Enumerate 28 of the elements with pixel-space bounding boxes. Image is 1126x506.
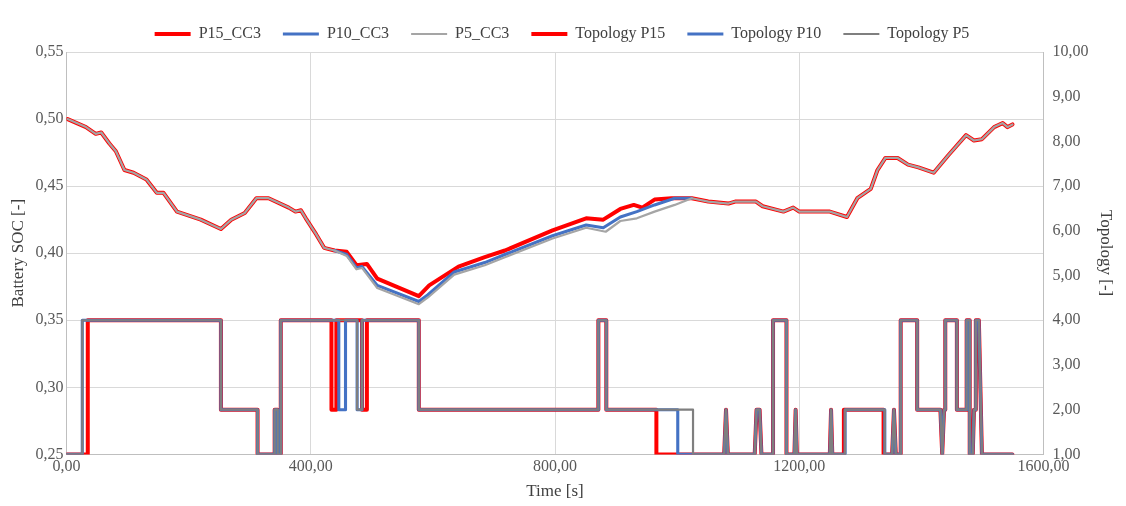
x-tick-label: 400,00 — [288, 457, 333, 475]
y-tick-label: 0,50 — [35, 109, 64, 127]
x-tick-label: 800,00 — [533, 457, 577, 475]
y2-tick-label: 10,00 — [1052, 42, 1089, 60]
y2-tick-label: 8,00 — [1052, 131, 1081, 149]
x-tick-label: 1200,00 — [773, 457, 826, 475]
y-axis-title: Battery SOC [-] — [7, 198, 27, 308]
y-tick-label: 0,35 — [35, 310, 64, 328]
y-tick-label: 0,30 — [35, 377, 64, 395]
y2-tick-label: 6,00 — [1052, 221, 1081, 239]
y2-tick-label: 4,00 — [1052, 310, 1081, 328]
y-tick-label: 0,40 — [35, 243, 64, 261]
y2-tick-label: 3,00 — [1052, 355, 1081, 373]
legend-label: P15_CC3 — [198, 24, 261, 42]
y2-tick-label: 7,00 — [1052, 176, 1081, 194]
legend-label: Topology P10 — [731, 24, 822, 43]
legend-label: P5_CC3 — [455, 24, 510, 42]
legend-label: Topology P5 — [887, 24, 970, 43]
y-tick-label: 0,25 — [35, 444, 64, 462]
y-tick-label: 0,55 — [35, 42, 64, 60]
legend-label: P10_CC3 — [326, 24, 390, 42]
y2-tick-label: 5,00 — [1052, 265, 1081, 283]
legend-label: Topology P15 — [575, 24, 666, 43]
y2-tick-label: 2,00 — [1052, 399, 1081, 417]
y2-tick-label: 9,00 — [1052, 86, 1081, 104]
x-axis-title: Time [s] — [526, 481, 584, 501]
y2-axis-title: Topology [-] — [1097, 210, 1117, 297]
y-tick-label: 0,45 — [35, 176, 64, 194]
